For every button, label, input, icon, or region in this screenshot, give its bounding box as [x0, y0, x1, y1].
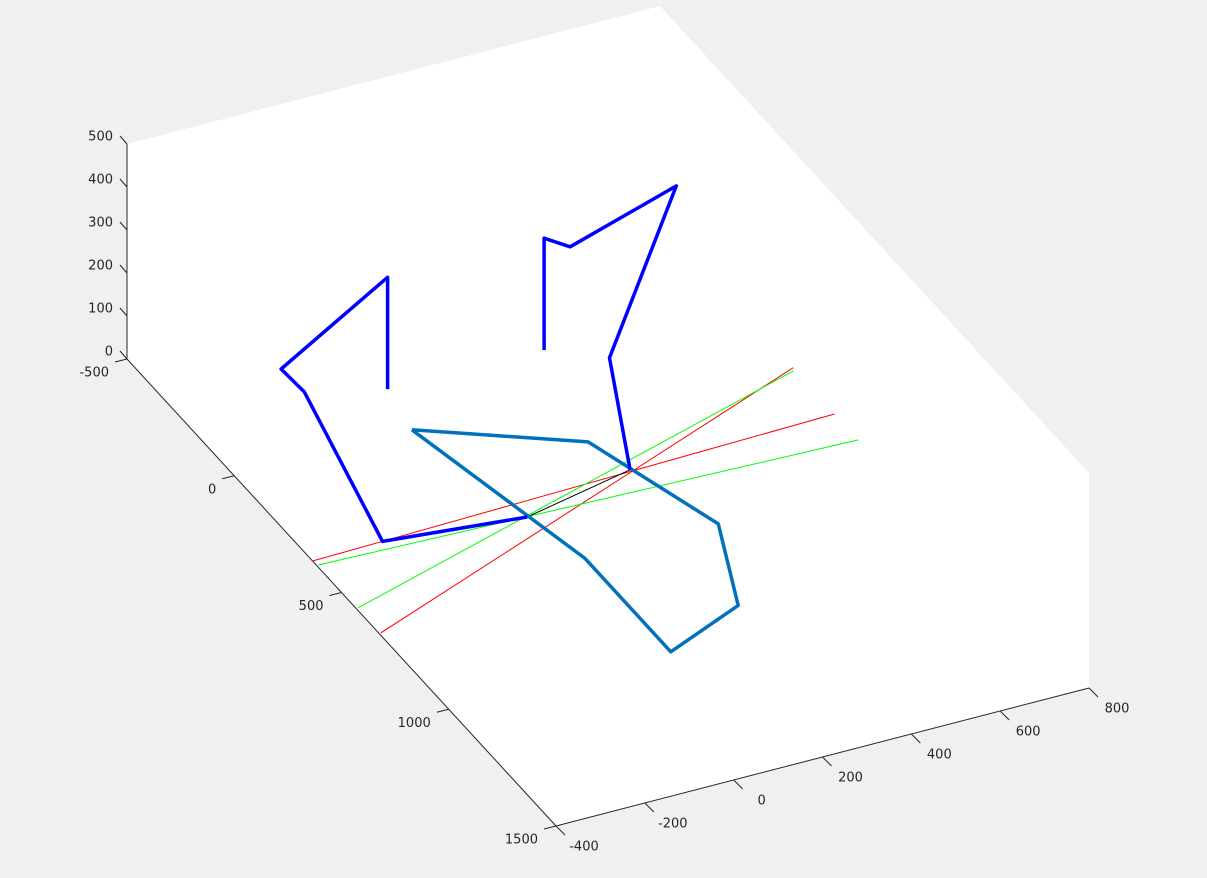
x-tick: [555, 825, 566, 836]
x-tick: [999, 710, 1010, 721]
z-tick: [119, 178, 128, 188]
data-line: [318, 439, 859, 566]
x-tick-label: 600: [1016, 725, 1041, 740]
y-tick: [543, 825, 557, 830]
y-tick-label: 1000: [398, 716, 431, 731]
z-tick-label: 0: [105, 345, 113, 360]
y-tick: [436, 708, 449, 713]
data-line: [410, 428, 740, 654]
z-tick: [119, 307, 128, 317]
z-tick-label: 400: [88, 173, 113, 188]
x-tick-label: 0: [758, 794, 766, 809]
z-tick: [119, 264, 128, 274]
z-tick-label: 300: [88, 216, 113, 231]
data-line: [279, 275, 528, 544]
x-tick: [644, 802, 655, 813]
y-tick: [222, 475, 235, 480]
y-tick-label: 0: [208, 482, 216, 497]
x-tick-label: 400: [927, 748, 952, 763]
y-tick: [114, 358, 128, 363]
y-tick-label: 1500: [505, 833, 538, 848]
x-tick-label: -200: [658, 817, 688, 832]
y-tick-label: -500: [79, 366, 109, 381]
data-line: [312, 413, 835, 562]
z-tick-label: 500: [88, 130, 113, 145]
x-tick-label: -400: [569, 840, 599, 855]
z-tick: [119, 350, 128, 360]
x-tick: [1088, 687, 1099, 698]
data-line: [542, 184, 679, 471]
data-line: [380, 367, 794, 634]
y-tick-label: 500: [299, 599, 324, 614]
x-tick-label: 800: [1105, 702, 1130, 717]
data-line: [357, 370, 794, 609]
x-tick: [822, 756, 832, 767]
data-line: [526, 469, 631, 518]
axes: -400 -200 0 200 400 600 800 -500 0 500 1000 1500 0 10…: [79, 130, 1129, 855]
axes-background: [127, 6, 1089, 826]
z-tick-label: 200: [88, 259, 113, 274]
y-tick: [329, 592, 342, 596]
z-tick: [119, 135, 128, 145]
z-tick: [119, 221, 128, 231]
z-tick-label: 100: [88, 302, 113, 317]
x-tick-label: 200: [838, 771, 863, 786]
x-tick: [910, 733, 921, 744]
x-tick: [733, 779, 744, 790]
plot-lines: [279, 184, 859, 654]
